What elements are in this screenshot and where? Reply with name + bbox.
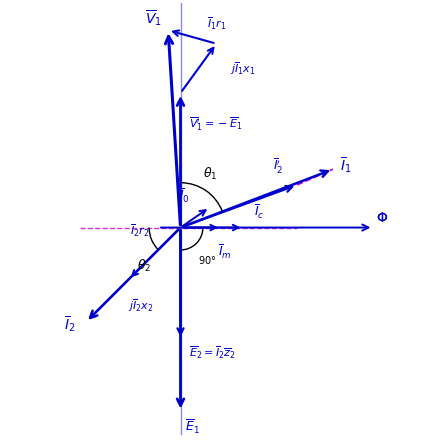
Text: $\overline{E}_1$: $\overline{E}_1$ [184,418,199,436]
Text: $\overline{I}_c$: $\overline{I}_c$ [254,202,264,221]
Text: $j\overline{I}_2x_2$: $j\overline{I}_2x_2$ [128,297,153,314]
Text: $\overline{I}_1$: $\overline{I}_1$ [339,155,350,174]
Text: $\overline{I}_2r_2$: $\overline{I}_2r_2$ [130,222,149,239]
Text: $\overline{I}_1r_1$: $\overline{I}_1r_1$ [207,16,227,32]
Text: $j\overline{I}_1x_1$: $j\overline{I}_1x_1$ [229,60,255,77]
Text: $\Phi$: $\Phi$ [375,211,387,225]
Text: $90°$: $90°$ [198,254,216,266]
Text: $\theta_1$: $\theta_1$ [202,166,217,182]
Text: $\overline{I}_2'$: $\overline{I}_2'$ [273,156,283,176]
Text: $\Phi$: $\Phi$ [375,211,387,225]
Text: $\overline{V}_1' = -\overline{E}_1$: $\overline{V}_1' = -\overline{E}_1$ [189,115,243,133]
Text: $\overline{V}_1$: $\overline{V}_1$ [145,8,162,28]
Text: $\overline{E}_2=\overline{I}_2\overline{z}_2$: $\overline{E}_2=\overline{I}_2\overline{… [189,344,236,361]
Text: $\overline{I}_2$: $\overline{I}_2$ [63,314,75,334]
Text: $\theta_2$: $\theta_2$ [137,258,151,274]
Text: $\overline{I}_m$: $\overline{I}_m$ [218,243,232,262]
Text: $\overline{I}_0$: $\overline{I}_0$ [178,187,189,205]
